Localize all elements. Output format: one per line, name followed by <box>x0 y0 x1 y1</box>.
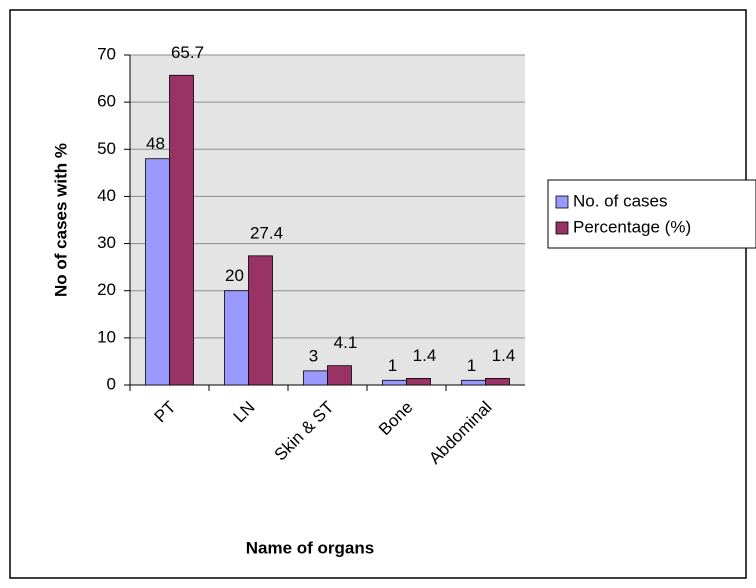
value-label: 4.1 <box>334 333 358 352</box>
y-tick-label: 70 <box>97 44 116 63</box>
legend-label: Percentage (%) <box>573 217 691 236</box>
bar <box>303 370 328 386</box>
y-tick-label: 60 <box>97 92 116 111</box>
y-axis-title: No of cases with % <box>51 143 70 297</box>
bar <box>248 255 273 386</box>
value-label: 48 <box>146 134 165 153</box>
value-label: 1 <box>467 356 476 375</box>
y-tick-label: 30 <box>97 233 116 252</box>
value-label: 3 <box>309 346 318 365</box>
y-tick-label: 10 <box>97 327 116 346</box>
value-label: 1 <box>388 356 397 375</box>
y-tick-label: 20 <box>97 280 116 299</box>
value-label: 1.4 <box>492 346 516 365</box>
value-label: 65.7 <box>171 43 204 62</box>
legend-swatch <box>555 195 569 209</box>
y-tick-label: 50 <box>97 139 116 158</box>
legend-label: No. of cases <box>573 191 668 210</box>
value-label: 1.4 <box>413 346 437 365</box>
value-label: 20 <box>225 266 244 285</box>
bar <box>224 290 249 386</box>
bar <box>382 379 407 386</box>
bar <box>145 158 170 386</box>
bar <box>461 379 486 386</box>
bar <box>327 365 352 386</box>
y-tick-label: 40 <box>97 186 116 205</box>
plot-area <box>130 55 525 385</box>
legend <box>547 179 756 249</box>
x-axis-title: Name of organs <box>246 538 374 557</box>
bar <box>406 377 431 386</box>
y-tick-label: 0 <box>107 374 116 393</box>
value-label: 27.4 <box>250 223 283 242</box>
legend-swatch <box>555 221 569 235</box>
bar <box>169 74 194 386</box>
bar <box>485 377 510 386</box>
